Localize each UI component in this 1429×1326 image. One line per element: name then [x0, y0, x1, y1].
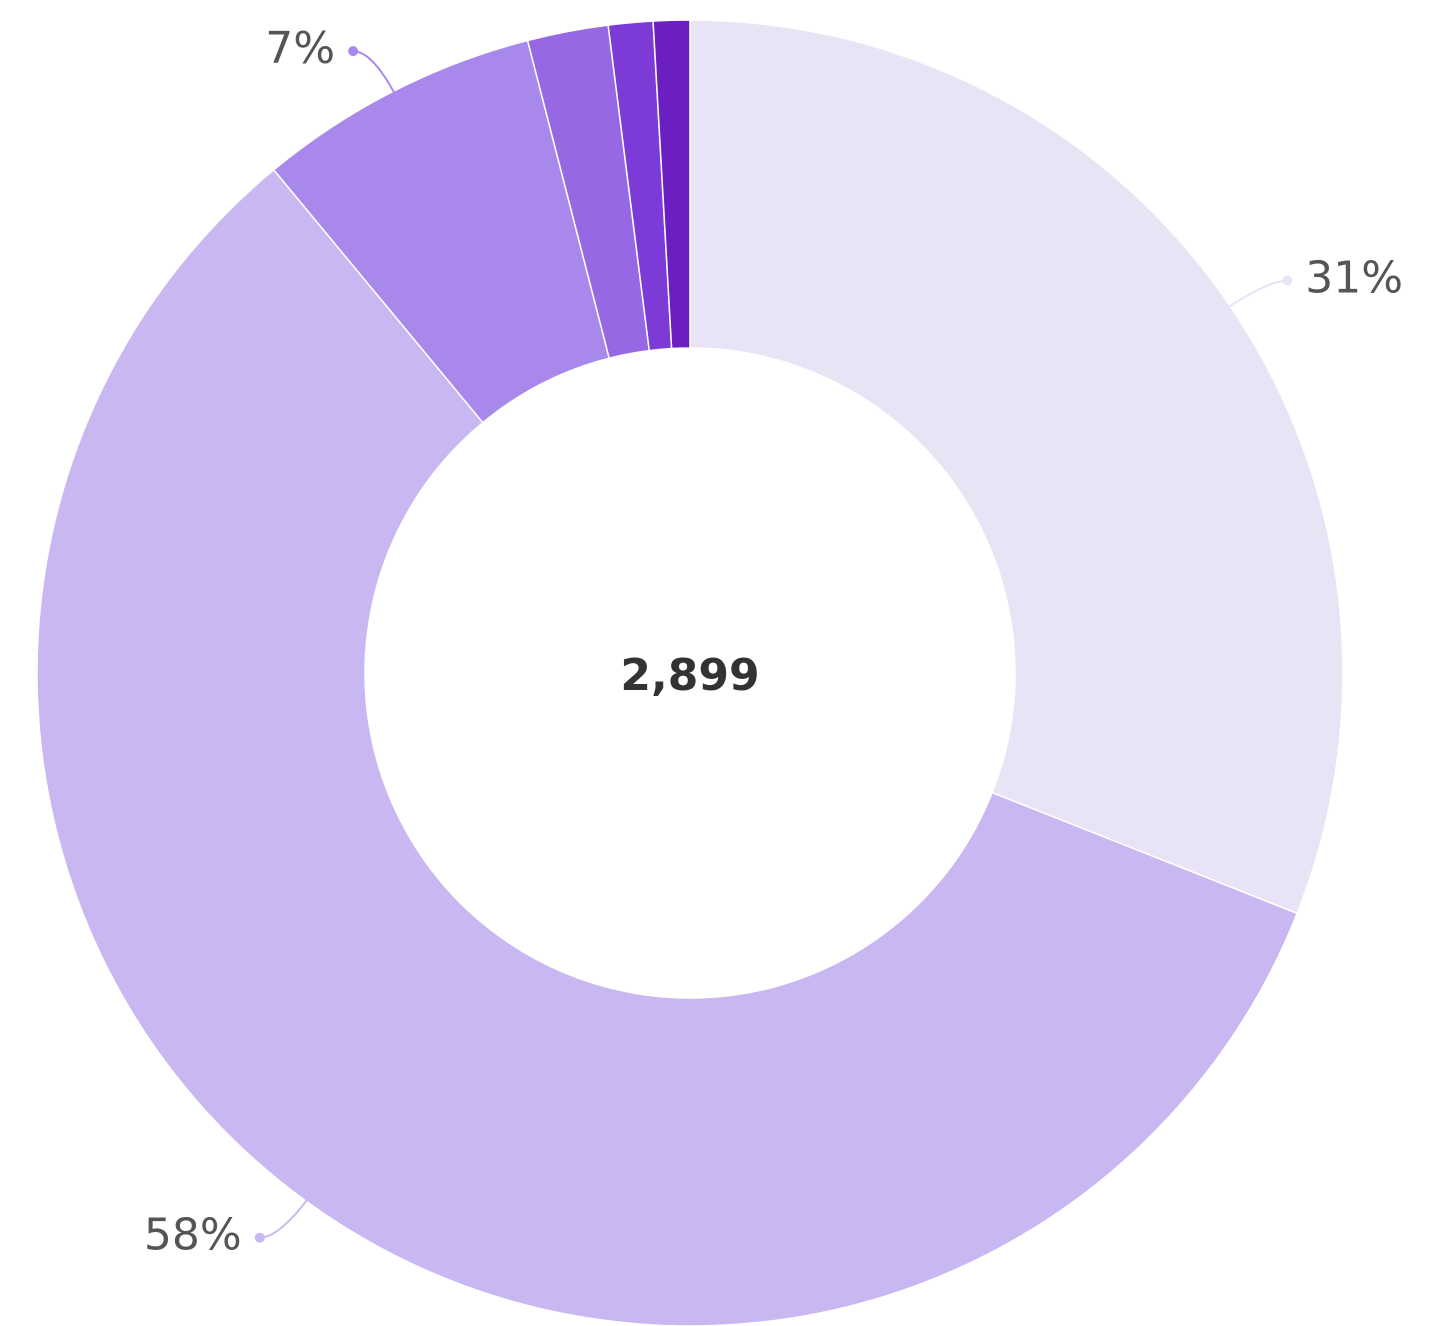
slice-label: 31%: [1305, 253, 1403, 304]
leader-dot: [348, 46, 359, 57]
donut-slice: [36, 168, 1299, 1326]
slice-label: 7%: [265, 23, 335, 74]
leader-dot: [1282, 275, 1293, 286]
center-label: 2,899: [620, 650, 759, 701]
donut-slice: [652, 19, 691, 350]
donut-slice: [689, 19, 1344, 915]
leader-dot: [254, 1232, 265, 1243]
slice-label: 58%: [144, 1210, 242, 1261]
